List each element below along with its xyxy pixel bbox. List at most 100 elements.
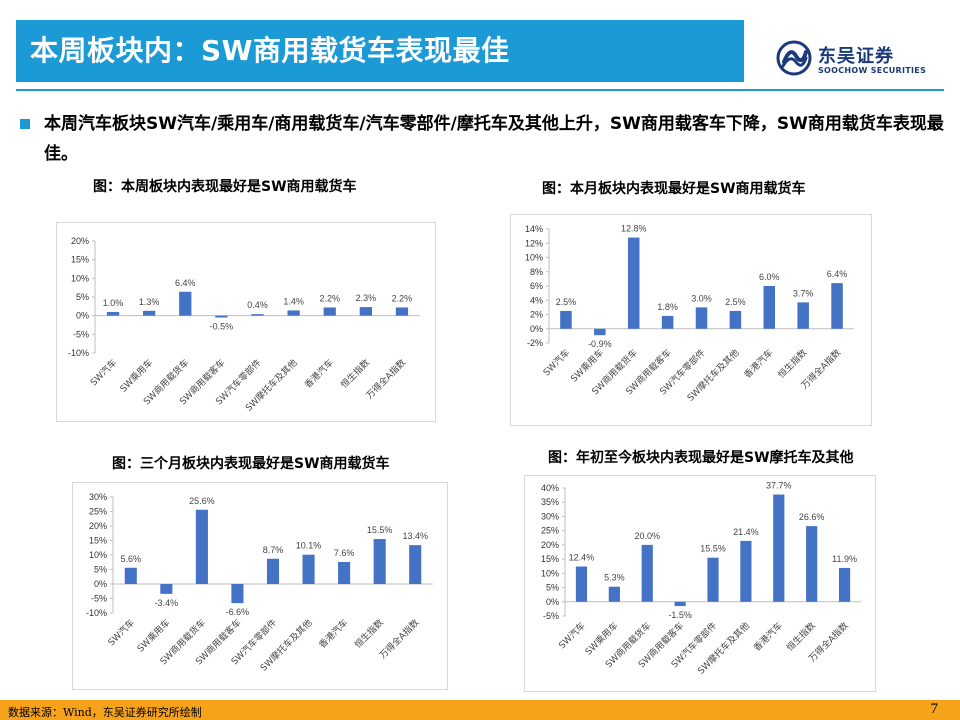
category-label: 恒生指数 xyxy=(338,357,372,391)
category-label: 恒生指数 xyxy=(784,620,818,654)
bar xyxy=(359,307,372,316)
y-tick-label: 0% xyxy=(530,324,543,334)
bar xyxy=(729,310,742,329)
data-label: -0.9% xyxy=(588,339,612,349)
y-tick-label: -5% xyxy=(543,611,559,621)
y-tick-label: 14% xyxy=(525,224,543,234)
bar xyxy=(124,567,137,584)
bar xyxy=(160,584,173,594)
y-tick-label: 8% xyxy=(530,267,543,277)
bar xyxy=(373,539,386,584)
bar xyxy=(797,302,809,329)
bar xyxy=(575,566,588,602)
data-label: 6.4% xyxy=(175,278,196,288)
bar xyxy=(641,544,653,602)
data-label: 8.7% xyxy=(263,545,284,555)
data-label: 12.8% xyxy=(621,224,647,234)
y-tick-label: 12% xyxy=(525,238,543,248)
y-tick-label: 35% xyxy=(541,497,559,507)
company-logo: 东吴证券 SOOCHOW SECURITIES xyxy=(776,40,956,80)
y-tick-label: -2% xyxy=(527,338,543,348)
summary-bullet-text: 本周汽车板块SW汽车/乘用车/商用载货车/汽车零部件/摩托车及其他上升，SW商用… xyxy=(44,114,944,164)
category-label: SW乘用车 xyxy=(568,347,606,385)
chart-caption-weekly: 图：本周板块内表现最好是SW商用载货车 xyxy=(93,179,357,195)
data-label: 2.2% xyxy=(392,293,413,303)
y-tick-label: 0% xyxy=(546,597,559,607)
y-tick-label: -5% xyxy=(91,594,107,604)
data-label: -3.4% xyxy=(155,598,179,608)
bar xyxy=(323,307,336,316)
data-label: 2.5% xyxy=(725,297,746,307)
header-divider xyxy=(16,89,944,91)
data-label: 3.0% xyxy=(691,293,712,303)
y-tick-label: 15% xyxy=(89,536,107,546)
data-label: 1.3% xyxy=(139,297,160,307)
bar xyxy=(763,286,776,329)
data-label: -6.6% xyxy=(226,607,250,617)
bar xyxy=(608,586,620,602)
bar xyxy=(302,554,315,584)
bar xyxy=(806,526,818,602)
data-label: 37.7% xyxy=(766,481,792,491)
bar xyxy=(627,237,640,329)
category-label: SW汽车 xyxy=(541,347,573,379)
category-label: SW乘用车 xyxy=(117,357,155,395)
y-tick-label: 30% xyxy=(541,511,559,521)
y-tick-label: 15% xyxy=(71,255,89,265)
bar xyxy=(395,307,409,316)
chart-caption-monthly: 图：本月板块内表现最好是SW商用载货车 xyxy=(542,181,806,197)
y-tick-label: 5% xyxy=(76,292,89,302)
data-label: 6.4% xyxy=(827,269,848,279)
chart-monthly: -2% 0% 2% 4% 6% 8% 10% 12% 14% 2.5% SW汽车 -0.9% SW乘用车… xyxy=(510,214,872,426)
page-title: 本周板块内：SW商用载货车表现最佳 xyxy=(30,34,510,67)
y-tick-label: -10% xyxy=(86,608,107,618)
logo-text-en: SOOCHOW SECURITIES xyxy=(818,66,927,75)
bar xyxy=(231,584,244,604)
y-tick-label: 15% xyxy=(541,554,559,564)
y-tick-label: 25% xyxy=(541,526,559,536)
chart-svg: -2% 0% 2% 4% 6% 8% 10% 12% 14% 2.5% SW汽车 -0.9%SW乘用车… xyxy=(525,224,854,404)
category-label: SW汽车 xyxy=(88,357,120,389)
bar xyxy=(831,283,843,329)
data-label: 1.0% xyxy=(103,298,124,308)
bar xyxy=(594,328,606,336)
data-label: 2.3% xyxy=(356,293,377,303)
y-tick-label: 4% xyxy=(530,295,543,305)
bar xyxy=(338,561,351,584)
y-tick-label: 10% xyxy=(541,568,559,578)
bar xyxy=(674,601,686,607)
bar xyxy=(195,509,208,584)
bar xyxy=(409,545,422,584)
bar xyxy=(143,310,156,316)
chart-ytd: -5% 0% 5% 10% 15% 20% 25% 30% 35% 40% 12.4% SW汽车 5.3… xyxy=(524,475,876,692)
category-label: SW汽车 xyxy=(105,617,137,649)
category-label: 香港汽车 xyxy=(751,620,785,654)
logo-mark-icon xyxy=(776,40,812,76)
data-label: 5.6% xyxy=(121,554,142,564)
category-label: 香港汽车 xyxy=(741,347,775,381)
bar xyxy=(838,567,851,602)
bar xyxy=(179,291,192,316)
data-label: 11.9% xyxy=(832,554,857,564)
bar xyxy=(287,310,300,316)
category-label: 恒生指数 xyxy=(775,347,809,381)
data-label: 5.3% xyxy=(604,573,625,583)
y-tick-label: 6% xyxy=(530,281,543,291)
bar xyxy=(661,315,674,329)
category-label: 香港汽车 xyxy=(316,617,350,651)
bar xyxy=(106,311,120,316)
data-label: 6.0% xyxy=(759,272,780,282)
y-tick-label: 20% xyxy=(541,540,559,550)
title-bar: 本周板块内：SW商用载货车表现最佳 xyxy=(16,20,744,82)
data-label: 15.5% xyxy=(367,525,393,535)
chart-three-month: -10% -5% 0% 5% 10% 15% 20% 25% 30% 5.6% SW汽车 -3.4% S… xyxy=(72,482,448,690)
y-tick-label: 5% xyxy=(546,583,559,593)
data-label: 10.1% xyxy=(296,541,322,551)
data-label: 2.5% xyxy=(556,297,577,307)
data-label: 20.0% xyxy=(634,531,660,541)
bar xyxy=(251,314,264,316)
chart-svg: -10% -5% 0% 5% 10% 15% 20% 25% 30% 5.6% SW汽车 -3.4% S… xyxy=(86,492,433,674)
y-tick-label: 10% xyxy=(89,550,107,560)
category-label: 香港汽车 xyxy=(302,357,336,391)
bar xyxy=(773,494,785,602)
